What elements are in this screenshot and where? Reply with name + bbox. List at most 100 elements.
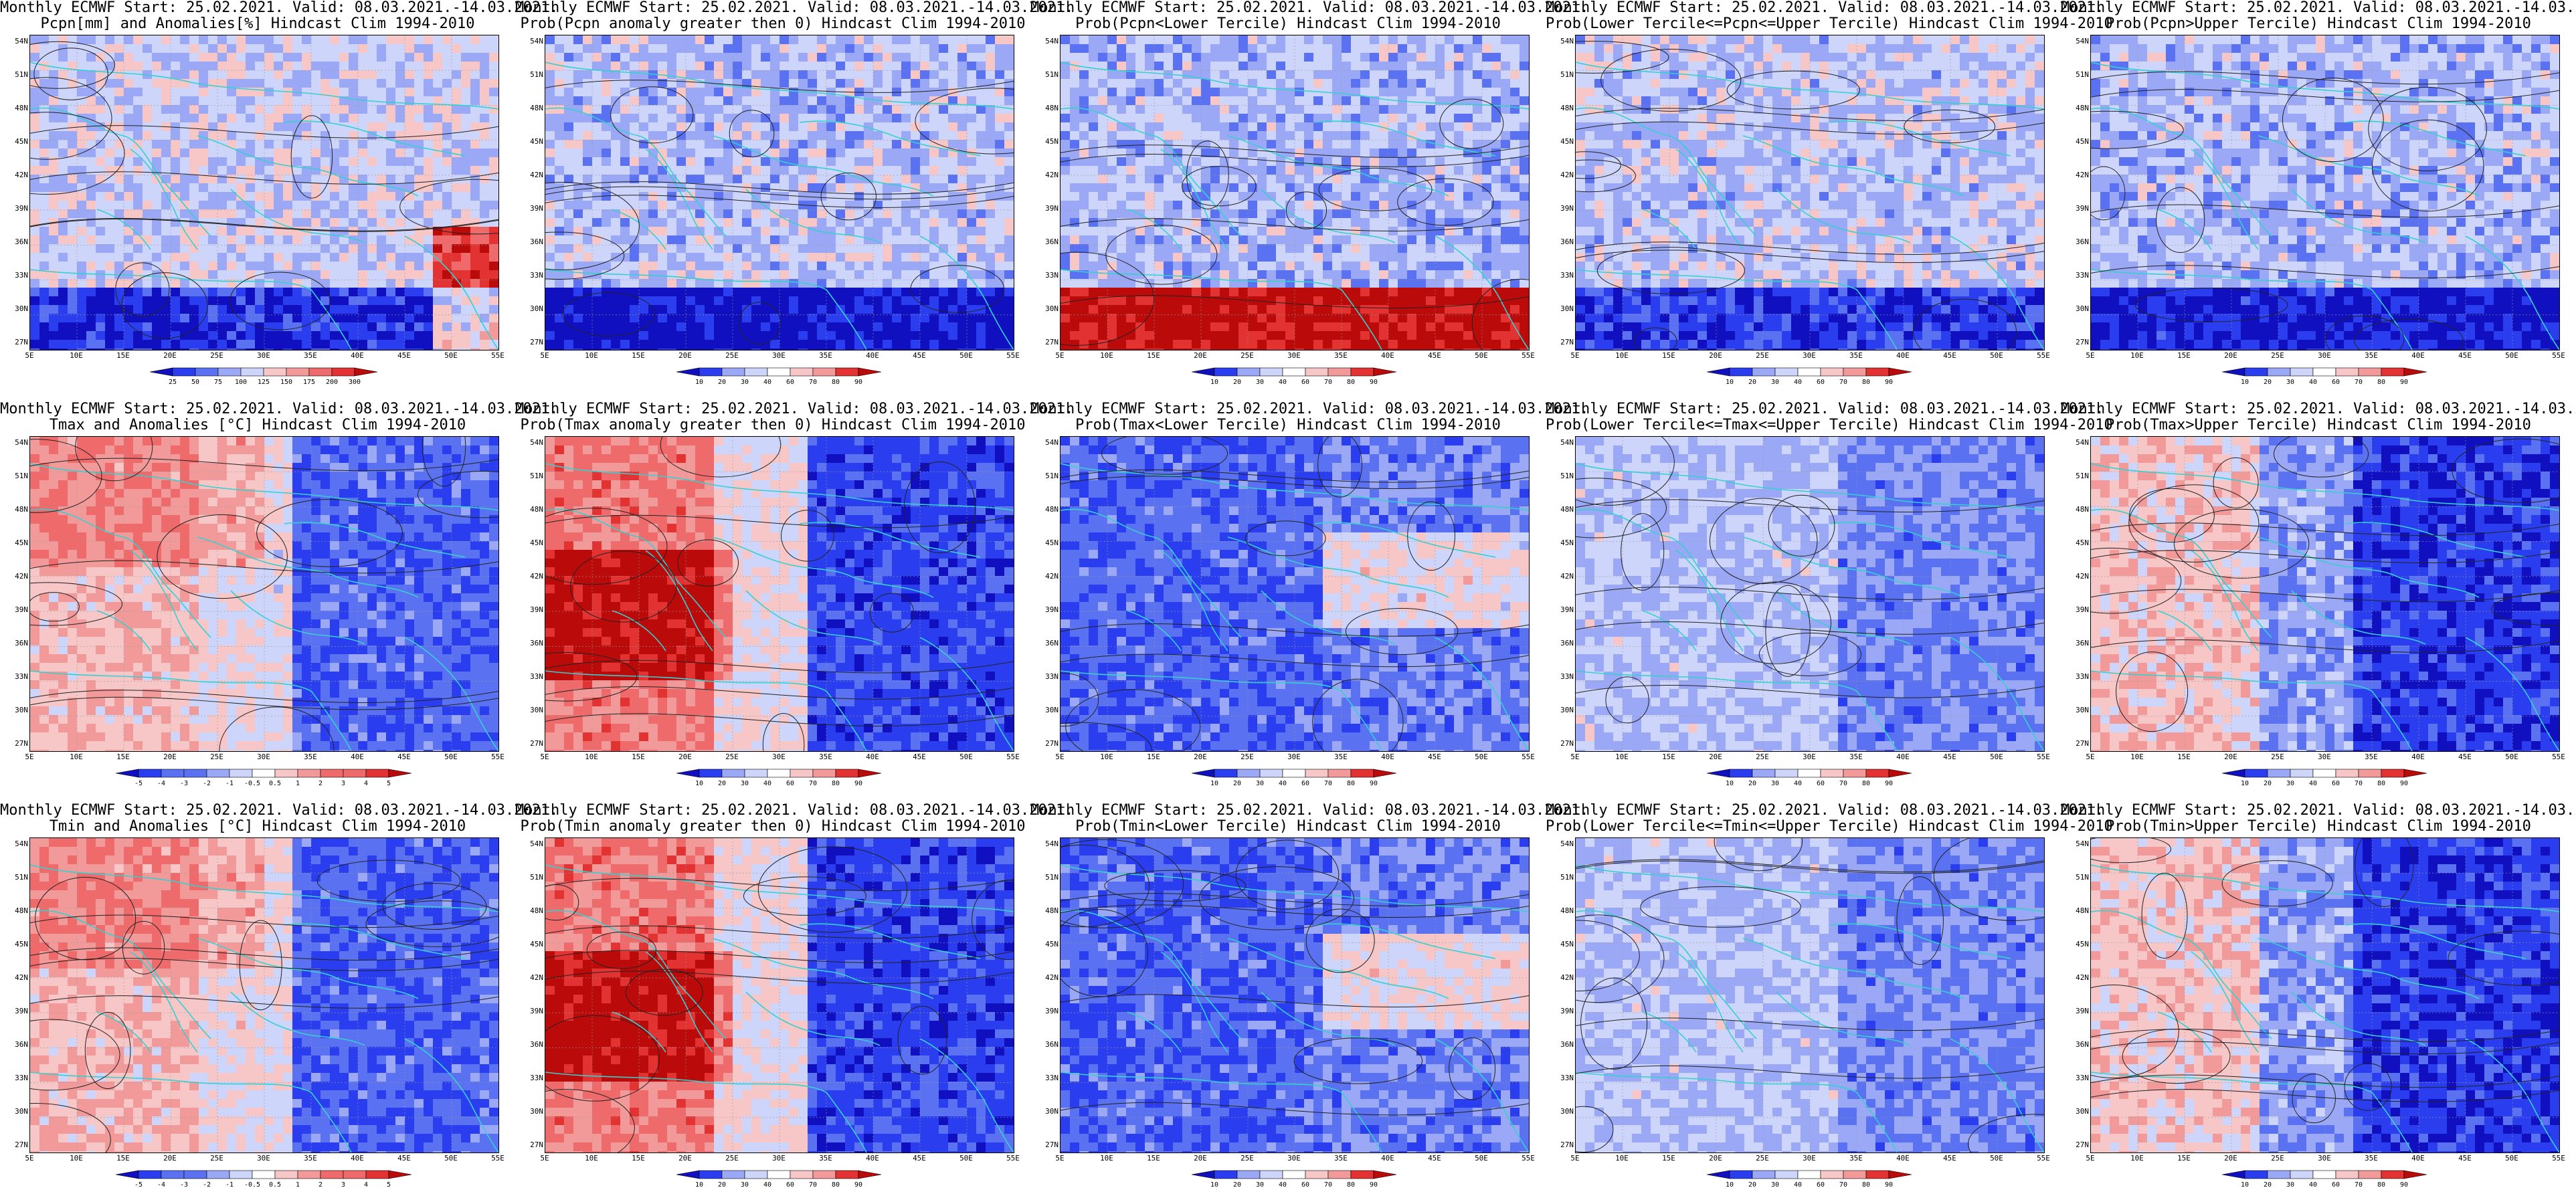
y-tick-label: 27N — [1560, 740, 1574, 748]
coastlines — [545, 864, 1014, 1152]
x-tick-label: 10E — [1615, 352, 1629, 360]
colorbar-tick-labels: 10 20 30 40 60 70 80 90 — [1192, 1181, 1396, 1189]
colorbar-tick-labels: 10 20 30 40 60 70 80 90 — [676, 379, 881, 387]
x-tick-label: 35E — [1334, 753, 1348, 761]
x-tick-label: 20E — [1709, 1155, 1722, 1163]
x-tick-label: 45E — [1943, 1155, 1956, 1163]
x-tick-label: 35E — [304, 352, 317, 360]
x-tick-label: 35E — [2365, 352, 2378, 360]
shaded-field — [545, 35, 1014, 350]
y-tick-label: 36N — [15, 1041, 28, 1049]
y-tick-label: 42N — [2076, 974, 2089, 982]
colorbar-tick-label: 10 — [1210, 780, 1218, 787]
y-tick-label: 36N — [2076, 639, 2089, 647]
y-tick-label: 27N — [1560, 1141, 1574, 1149]
y-tick-label: 54N — [2076, 37, 2089, 45]
coastlines — [30, 62, 498, 350]
panel-title-line1: Monthly ECMWF Start: 25.02.2021. Valid: … — [0, 803, 558, 819]
panel-title-line2: Prob(Lower Tercile<=Pcpn<=Upper Tercile)… — [1546, 16, 2113, 32]
y-tick-label: 33N — [1045, 673, 1059, 681]
coastlines — [2091, 463, 2559, 751]
y-tick-label: 51N — [1045, 71, 1059, 79]
colorbar-tick-label: 80 — [2377, 1181, 2385, 1189]
y-tick-label: 39N — [1045, 1007, 1059, 1015]
colorbar-tick-label: 60 — [786, 780, 794, 787]
map-plot-area — [1575, 35, 2045, 350]
x-tick-label: 25E — [210, 753, 223, 761]
colorbar-tick-label: -3 — [180, 1181, 188, 1189]
colorbar-tick-labels: 10 20 30 40 60 70 80 90 — [676, 1181, 881, 1189]
x-tick-label: 50E — [444, 1155, 458, 1163]
shaded-field — [2091, 838, 2559, 1152]
x-tick-label: 20E — [2224, 352, 2237, 360]
x-tick-label: 40E — [351, 753, 364, 761]
y-axis-labels: 54N 51N 48N 45N 42N 39N 36N 33N 30N 27N — [3, 436, 28, 750]
coastlines — [1576, 463, 2044, 751]
map-plot-area — [1060, 35, 1530, 350]
x-tick-label: 30E — [1287, 352, 1301, 360]
panel-title-line1: Monthly ECMWF Start: 25.02.2021. Valid: … — [1030, 0, 1588, 16]
panel-title-line2: Tmin and Anomalies [°C] Hindcast Clim 19… — [0, 819, 515, 835]
x-tick-label: 25E — [725, 352, 739, 360]
y-tick-label: 48N — [530, 506, 543, 514]
x-axis-labels: 5E 10E 15E 20E 25E 30E 35E 40E 45E 50E 55E — [25, 352, 504, 361]
colorbar-tick-label: 0.5 — [269, 780, 281, 787]
colorbar-tick-label: 10 — [1726, 1181, 1734, 1189]
colorbar-svg — [1191, 1170, 1397, 1179]
colorbar-tick-label: 20 — [2264, 780, 2272, 787]
colorbar-tick-label: 60 — [2332, 780, 2340, 787]
y-tick-label: 48N — [1045, 506, 1059, 514]
contour-lines — [545, 80, 1014, 344]
colorbar-tick-label: 150 — [280, 379, 292, 386]
colorbar: 10 20 30 40 60 70 80 90 — [1191, 768, 1397, 788]
colorbar-tick-label: 20 — [718, 1181, 726, 1189]
map-field-svg — [545, 437, 1014, 751]
x-tick-label: 50E — [2505, 753, 2518, 761]
colorbar-tick-label: 20 — [718, 379, 726, 386]
x-tick-label: 40E — [866, 753, 879, 761]
x-tick-label: 40E — [351, 1155, 364, 1163]
x-tick-label: 50E — [2505, 352, 2518, 360]
y-tick-label: 39N — [1560, 205, 1574, 213]
y-tick-label: 42N — [15, 974, 28, 982]
colorbar-tick-label: -2 — [203, 1181, 211, 1189]
y-axis-labels: 54N 51N 48N 45N 42N 39N 36N 33N 30N 27N — [1033, 35, 1059, 349]
y-tick-label: 36N — [530, 639, 543, 647]
x-tick-label: 10E — [1615, 753, 1629, 761]
y-tick-label: 36N — [1560, 238, 1574, 246]
y-tick-label: 48N — [1560, 506, 1574, 514]
x-tick-label: 5E — [540, 753, 549, 761]
x-tick-label: 10E — [1100, 1155, 1113, 1163]
panel-title-line1: Monthly ECMWF Start: 25.02.2021. Valid: … — [515, 803, 1073, 819]
x-tick-label: 15E — [632, 352, 645, 360]
colorbar-tick-label: 30 — [741, 379, 749, 386]
y-tick-label: 39N — [15, 606, 28, 614]
map-panel: Monthly ECMWF Start: 25.02.2021. Valid: … — [0, 0, 558, 401]
panel-title: Monthly ECMWF Start: 25.02.2021. Valid: … — [0, 0, 558, 32]
x-tick-label: 30E — [257, 753, 270, 761]
y-tick-label: 42N — [1560, 171, 1574, 179]
x-axis-labels: 5E 10E 15E 20E 25E 30E 35E 40E 45E 50E 55E — [1055, 1155, 1535, 1164]
map-panel: Monthly ECMWF Start: 25.02.2021. Valid: … — [1030, 401, 1588, 803]
x-axis-labels: 5E 10E 15E 20E 25E 30E 35E 40E 45E 50E 55E — [1570, 753, 2050, 763]
contour-lines — [545, 437, 1014, 751]
colorbar-tick-label: 80 — [832, 379, 840, 386]
colorbar-tick-label: 60 — [1817, 1181, 1825, 1189]
map-field-svg — [30, 838, 498, 1152]
y-axis-labels: 54N 51N 48N 45N 42N 39N 36N 33N 30N 27N — [2063, 436, 2089, 750]
x-tick-label: 55E — [1522, 1155, 1535, 1163]
map-plot-area — [1575, 837, 2045, 1153]
colorbar: 10 20 30 40 60 70 80 90 — [1706, 367, 1912, 387]
map-panel: Monthly ECMWF Start: 25.02.2021. Valid: … — [1546, 803, 2113, 1204]
x-axis-labels: 5E 10E 15E 20E 25E 30E 35E 40E 45E 50E 55E — [1055, 352, 1535, 361]
y-tick-label: 51N — [530, 472, 543, 480]
y-tick-label: 27N — [530, 338, 543, 346]
x-tick-label: 20E — [678, 352, 692, 360]
y-tick-label: 45N — [1045, 138, 1059, 146]
map-gridlines — [1576, 35, 2044, 350]
colorbar-tick-label: 30 — [741, 780, 749, 787]
x-tick-label: 10E — [70, 1155, 83, 1163]
colorbar-tick-labels: 10 20 30 40 60 70 80 90 — [2222, 379, 2427, 387]
x-tick-label: 20E — [1194, 1155, 1207, 1163]
